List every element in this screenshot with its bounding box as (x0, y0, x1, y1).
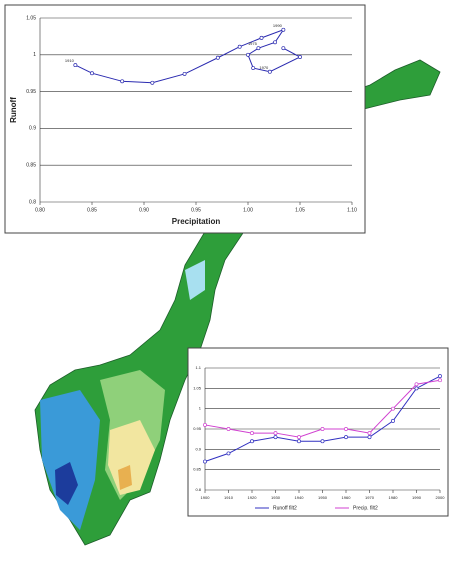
x-tick-label: 1910 (224, 495, 234, 500)
point (120, 79, 125, 84)
point (281, 27, 286, 32)
x-tick-label: 1930 (271, 495, 281, 500)
point (367, 431, 372, 436)
blue-zone (40, 390, 100, 530)
point (297, 439, 301, 444)
point (250, 431, 254, 436)
point (273, 431, 278, 436)
point-label: 1910 (65, 58, 75, 63)
x-tick-label: 1950 (318, 495, 328, 500)
y-axis-label: Runoff (9, 97, 18, 123)
point (203, 459, 207, 464)
y-tick-label: 1.05 (26, 15, 36, 21)
point (320, 427, 325, 431)
point-label: 1990 (273, 23, 283, 28)
point (256, 46, 261, 51)
point (414, 382, 419, 387)
point (246, 52, 250, 57)
x-tick-label: 2000 (436, 495, 446, 500)
point (150, 80, 155, 85)
x-tick-label: 1940 (295, 495, 305, 500)
point (438, 378, 442, 383)
y-tick-label: 0.95 (26, 89, 36, 95)
point (391, 418, 395, 423)
point (367, 435, 372, 440)
point (344, 427, 348, 431)
point (273, 435, 278, 440)
light-blue-zone (185, 260, 205, 300)
point (298, 55, 302, 59)
point (267, 69, 272, 74)
y-tick-label: 1 (33, 52, 36, 58)
y-tick-label: 0.8 (29, 199, 36, 205)
point (226, 451, 231, 456)
x-axis-label: Precipitation (172, 217, 221, 226)
point (237, 44, 242, 49)
point (251, 66, 256, 70)
point (297, 435, 301, 440)
point (414, 386, 419, 391)
x-tick-label: 1920 (248, 495, 258, 500)
point-label: 1970 (259, 65, 269, 70)
point (344, 435, 348, 440)
x-tick-label: 1960 (342, 495, 352, 500)
x-tick-label: 0.95 (191, 207, 201, 213)
x-tick-label: 1.00 (243, 207, 253, 213)
y-tick-label: 1 (199, 406, 202, 411)
series-line (75, 28, 302, 84)
x-tick-label: 0.80 (35, 207, 45, 213)
x-tick-label: 1970 (365, 495, 375, 500)
chart-frame (4, 4, 366, 234)
point (215, 55, 220, 60)
y-tick-label: 0.8 (195, 487, 201, 492)
y-tick-label: 1.05 (193, 385, 202, 390)
x-tick-label: 0.85 (87, 207, 97, 213)
point (281, 46, 286, 51)
point (203, 422, 207, 427)
point (438, 374, 442, 379)
dark-blue-zone (55, 462, 78, 505)
point (90, 71, 94, 76)
legend-label: Precip. filt2 (353, 505, 378, 511)
chart-frame (187, 347, 449, 517)
x-tick-label: 1990 (412, 495, 422, 500)
y-tick-label: 0.9 (195, 446, 201, 451)
y-tick-label: 0.95 (193, 426, 202, 431)
point (259, 35, 264, 40)
x-tick-label: 1900 (201, 495, 211, 500)
point (73, 63, 78, 68)
point (320, 439, 325, 444)
x-tick-label: 1.05 (295, 207, 305, 213)
point-label: 1975 (248, 41, 258, 46)
y-tick-label: 0.9 (29, 126, 36, 132)
y-tick-label: 0.85 (26, 163, 36, 169)
x-tick-label: 1980 (389, 495, 399, 500)
orange-zone (118, 465, 132, 490)
point (226, 427, 231, 431)
point (391, 406, 395, 411)
y-tick-label: 1.1 (195, 365, 201, 370)
x-tick-label: 1.10 (347, 207, 357, 213)
point (250, 439, 254, 444)
y-tick-label: 0.85 (193, 467, 202, 472)
legend-label: Runoff filt2 (273, 505, 297, 511)
point (273, 40, 277, 45)
x-tick-label: 0.90 (139, 207, 149, 213)
point (182, 71, 187, 76)
